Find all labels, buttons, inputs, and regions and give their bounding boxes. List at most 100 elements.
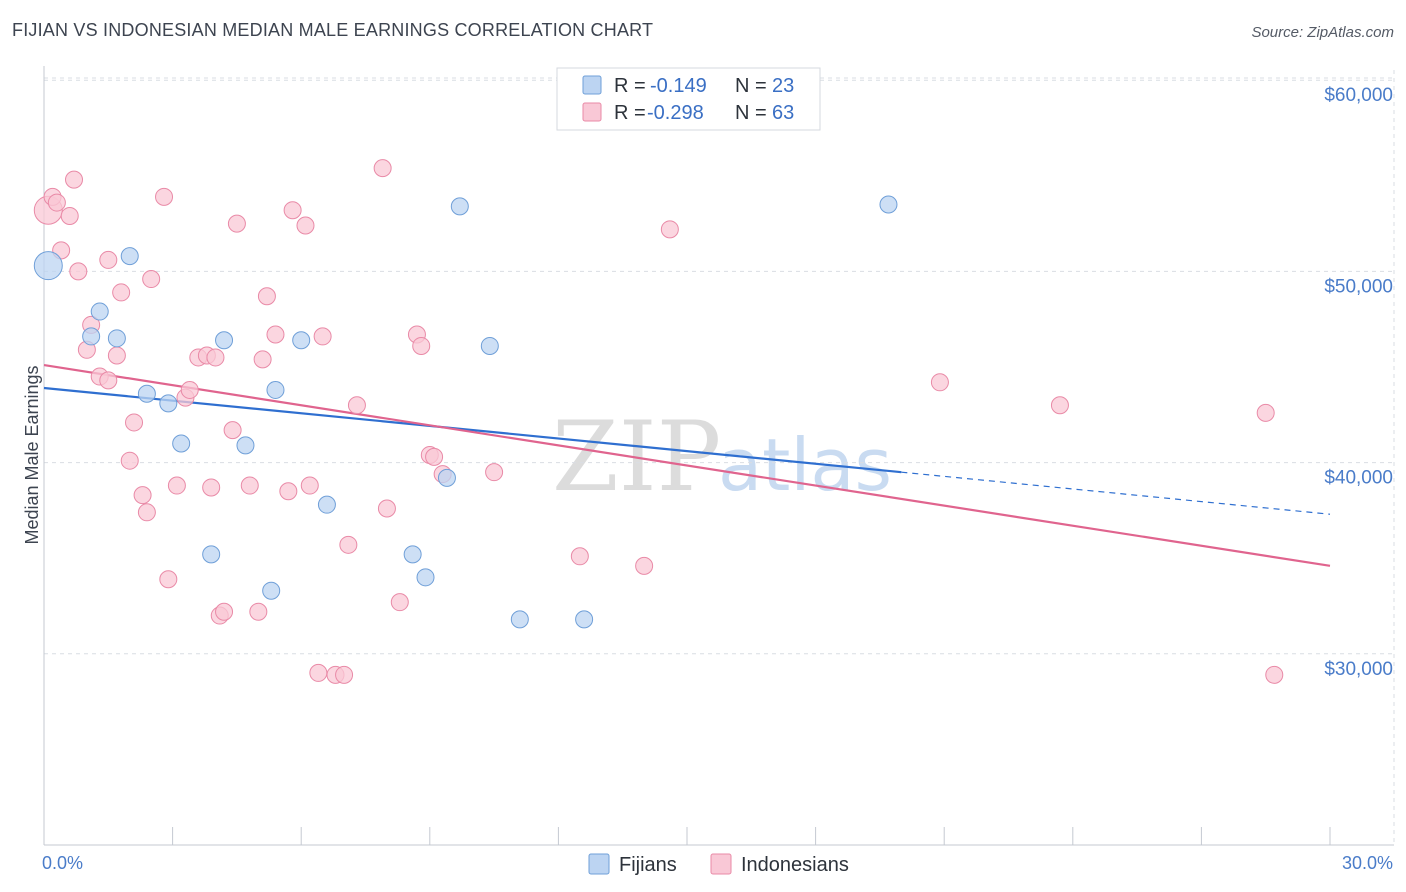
indonesian-point: [266, 325, 285, 344]
indonesian-point: [240, 476, 259, 495]
indonesian-point: [412, 336, 431, 355]
legend-item-indonesians: Indonesians: [741, 854, 849, 876]
indonesian-point: [107, 346, 126, 365]
fijian-point: [159, 394, 178, 413]
fijian-point: [90, 302, 109, 321]
indonesian-point: [249, 602, 268, 621]
indonesian-point: [373, 159, 392, 178]
fijian-point: [215, 331, 234, 350]
indonesian-point: [215, 602, 234, 621]
indonesian-point: [155, 187, 174, 206]
fijian-point: [879, 195, 898, 214]
indonesian-point: [425, 447, 444, 466]
fijian-trend-extension: [901, 471, 1331, 515]
fijian-point: [120, 247, 139, 266]
indonesian-point: [309, 663, 328, 682]
indonesian-point: [335, 665, 354, 684]
indonesian-point: [660, 220, 679, 239]
legend-r-label: R =: [614, 75, 646, 97]
indonesian-point: [283, 201, 302, 220]
legend-n-label: N =: [735, 102, 767, 124]
y-tick-labels: $30,000 $40,000 $50,000 $60,000: [1324, 85, 1393, 680]
fijian-point: [480, 336, 499, 355]
indonesian-point: [1265, 665, 1284, 684]
indonesian-point: [296, 216, 315, 235]
indonesian-point: [120, 451, 139, 470]
fijian-point: [172, 434, 191, 453]
indonesian-point: [1256, 403, 1275, 422]
correlation-legend: R = -0.149 N = 23 R = -0.298 N = 63: [556, 67, 821, 131]
y-tick-label: $50,000: [1324, 276, 1393, 297]
indonesian-point: [47, 193, 66, 212]
fijian-point: [292, 331, 311, 350]
indonesian-point: [180, 380, 199, 399]
fijian-point: [137, 384, 156, 403]
fijian-point: [450, 197, 469, 216]
legend-item-fijians: Fijians: [619, 854, 677, 876]
indonesian-point: [300, 476, 319, 495]
indonesian-point: [206, 348, 225, 367]
legend-n-value: 23: [772, 75, 794, 97]
legend-r-value: -0.298: [647, 102, 704, 124]
fijian-point: [262, 581, 281, 600]
legend-swatch-indonesians: [710, 853, 732, 875]
fijian-point: [107, 329, 126, 348]
fijian-point: [403, 545, 422, 564]
indonesian-point: [223, 421, 242, 440]
indonesian-point: [253, 350, 272, 369]
indonesian-point: [377, 499, 396, 518]
indonesian-point: [1050, 396, 1069, 415]
indonesian-point: [347, 396, 366, 415]
indonesian-point: [159, 570, 178, 589]
legend-r-label: R =: [614, 102, 646, 124]
fijian-point: [510, 610, 529, 629]
indonesian-point: [227, 214, 246, 233]
indonesian-point: [257, 287, 276, 306]
indonesian-point: [167, 476, 186, 495]
fijian-point: [33, 251, 63, 281]
x-tick-label: 0.0%: [42, 853, 83, 873]
indonesian-point: [69, 262, 88, 281]
fijian-point: [202, 545, 221, 564]
series-legend: Fijians Indonesians: [588, 853, 849, 876]
indonesian-point: [137, 503, 156, 522]
y-tick-label: $40,000: [1324, 468, 1393, 489]
indonesian-point: [133, 486, 152, 505]
legend-swatch-fijians: [582, 75, 602, 95]
legend-n-label: N =: [735, 75, 767, 97]
y-axis-label: Median Male Earnings: [22, 365, 42, 544]
indonesian-trend-line: [43, 364, 1331, 567]
y-tick-label: $30,000: [1324, 659, 1393, 680]
legend-r-value: -0.149: [650, 75, 707, 97]
indonesian-point: [390, 593, 409, 612]
legend-n-value: 63: [772, 102, 794, 124]
x-tick-label: 30.0%: [1342, 853, 1393, 873]
indonesian-point: [339, 535, 358, 554]
fijian-point: [416, 568, 435, 587]
fijian-point: [575, 610, 594, 629]
indonesian-point: [60, 206, 79, 225]
indonesian-point: [65, 170, 84, 189]
source-credit: Source: ZipAtlas.com: [1251, 24, 1394, 41]
fijian-point: [437, 468, 456, 487]
indonesian-point: [635, 556, 654, 575]
legend-swatch-fijians: [588, 853, 610, 875]
fijian-point: [266, 380, 285, 399]
x-tick-labels: 0.0% 30.0%: [42, 853, 1393, 873]
indonesian-point: [279, 482, 298, 501]
indonesian-point: [930, 373, 949, 392]
fijian-point: [236, 436, 255, 455]
data-points: [33, 159, 1284, 684]
indonesian-point: [112, 283, 131, 302]
fijian-point: [317, 495, 336, 514]
indonesian-point: [570, 547, 589, 566]
fijian-point: [82, 327, 101, 346]
trend-lines: [43, 364, 1331, 567]
indonesian-point: [485, 463, 504, 482]
indonesian-point: [99, 371, 118, 390]
indonesian-point: [99, 250, 118, 269]
legend-swatch-indonesians: [582, 102, 602, 122]
indonesian-point: [142, 270, 161, 289]
chart-title: FIJIAN VS INDONESIAN MEDIAN MALE EARNING…: [12, 20, 654, 40]
